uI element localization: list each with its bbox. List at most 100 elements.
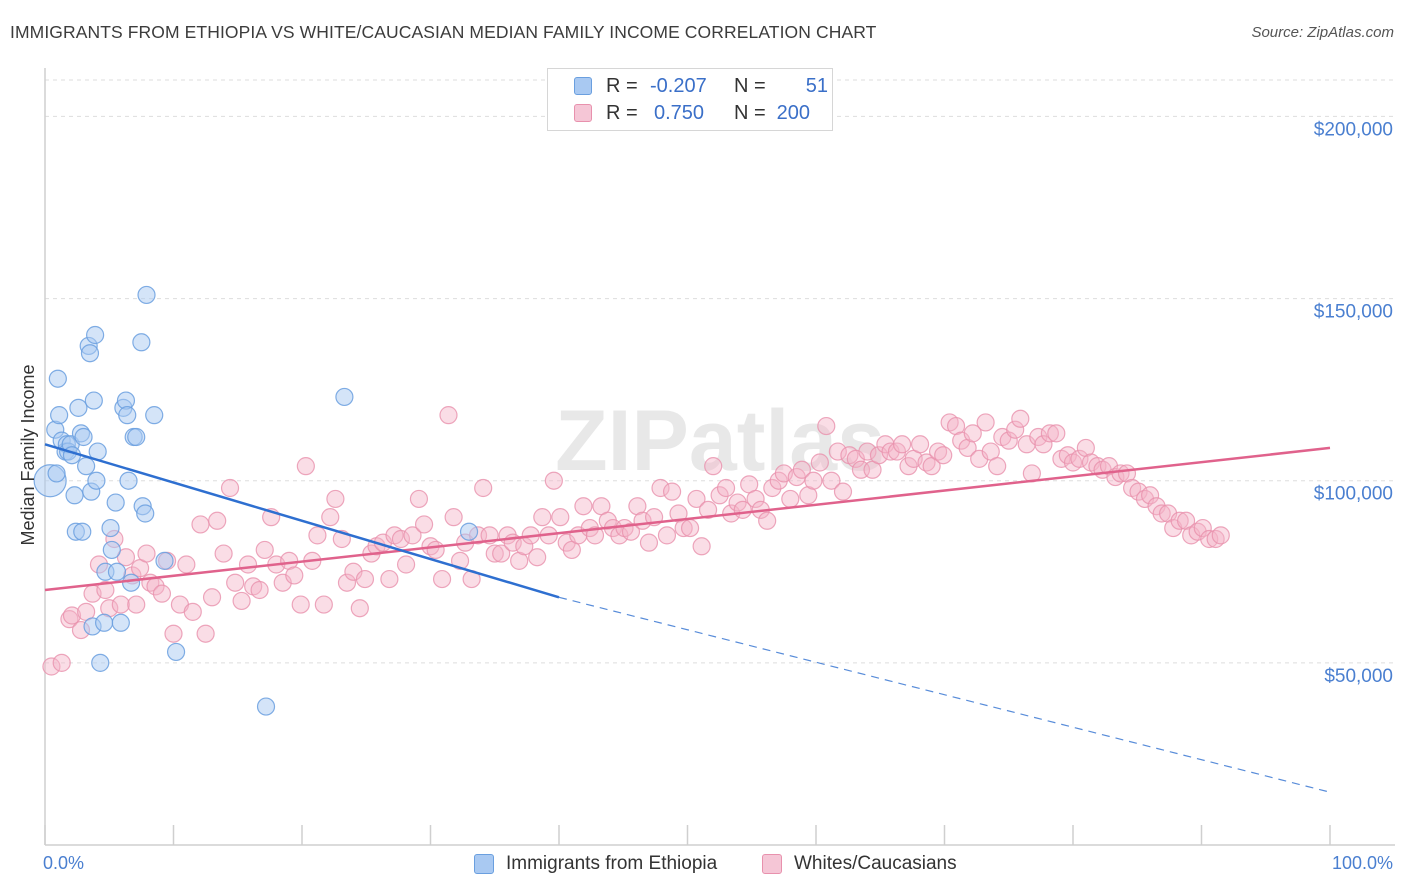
data-point-whites	[1034, 435, 1053, 454]
correlation-legend: R = -0.207 N = 51 R = 0.750 N = 200	[547, 68, 833, 131]
data-point-whites	[232, 591, 251, 611]
series-whites-points	[42, 406, 1230, 676]
data-point-whites	[763, 478, 782, 498]
y-tick-label: $150,000	[1314, 302, 1393, 323]
data-point-ethiopia	[137, 285, 156, 305]
chart-title: IMMIGRANTS FROM ETHIOPIA VS WHITE/CAUCAS…	[10, 22, 877, 42]
data-point-ethiopia	[256, 697, 276, 716]
trend-line-ethiopia	[44, 443, 560, 599]
data-point-whites	[183, 602, 202, 621]
data-point-whites	[970, 449, 989, 468]
data-point-whites	[250, 580, 269, 600]
legend-label-ethiopia: Immigrants from Ethiopia	[506, 853, 718, 874]
data-point-ethiopia	[127, 427, 146, 447]
data-point-whites	[255, 540, 274, 560]
legend-n-label: N =	[734, 101, 766, 124]
data-point-whites	[1040, 424, 1059, 443]
data-point-whites	[963, 424, 982, 443]
data-point-whites	[127, 595, 146, 614]
data-point-whites	[585, 526, 605, 545]
data-point-ethiopia	[119, 471, 138, 490]
data-point-whites	[432, 569, 452, 589]
legend-n-value: 200	[776, 101, 810, 124]
data-point-whites	[208, 511, 227, 530]
data-point-whites	[285, 566, 304, 585]
data-point-whites	[350, 599, 369, 618]
data-point-ethiopia	[155, 551, 174, 570]
data-point-ethiopia	[335, 387, 354, 407]
data-point-whites	[716, 478, 736, 498]
data-point-whites	[444, 508, 463, 527]
data-point-whites	[214, 544, 233, 563]
legend-r-value: -0.207	[650, 74, 707, 97]
data-point-whites	[881, 442, 900, 461]
data-point-whites	[152, 584, 172, 603]
data-point-whites	[321, 508, 340, 527]
data-point-whites	[355, 569, 375, 589]
data-point-whites	[439, 406, 458, 425]
data-point-whites	[533, 508, 552, 527]
data-point-ethiopia	[166, 642, 186, 662]
data-point-whites	[226, 573, 245, 592]
legend-swatch-whites	[574, 104, 592, 122]
data-point-ethiopia	[121, 573, 141, 592]
legend-row-whites: R = 0.750 N = 200	[574, 101, 810, 125]
data-point-whites	[1099, 457, 1119, 476]
y-tick-label: $50,000	[1324, 666, 1393, 687]
y-tick-labels: $50,000 $100,000 $150,000 $200,000	[1314, 119, 1393, 686]
data-point-whites	[687, 489, 706, 509]
data-point-ethiopia	[84, 391, 103, 410]
legend-item-whites: Whites/Caucasians	[762, 851, 957, 877]
data-point-whites	[1193, 518, 1212, 538]
data-point-whites	[1170, 511, 1189, 530]
data-point-whites	[202, 588, 222, 607]
legend-swatch-ethiopia	[574, 77, 592, 95]
gridlines	[45, 79, 1395, 664]
legend-r-label: R =	[606, 74, 638, 97]
data-point-ethiopia	[80, 344, 100, 363]
data-point-whites	[220, 478, 240, 498]
data-point-whites	[621, 522, 641, 541]
data-point-whites	[1211, 526, 1230, 545]
data-point-whites	[137, 544, 156, 563]
data-point-whites	[492, 544, 511, 563]
x-tick-label: 100.0%	[1332, 853, 1393, 873]
data-point-whites	[111, 595, 130, 614]
data-point-whites	[680, 518, 700, 538]
data-point-whites	[1070, 449, 1089, 468]
series-ethiopia-points	[33, 285, 479, 716]
data-point-whites	[164, 624, 183, 643]
trend-lines	[44, 443, 1331, 793]
data-point-ethiopia	[459, 522, 479, 541]
data-point-ethiopia	[107, 562, 127, 581]
data-point-whites	[308, 526, 327, 545]
legend-item-ethiopia: Immigrants from Ethiopia	[474, 851, 717, 877]
data-point-whites	[96, 580, 115, 600]
data-point-whites	[474, 478, 493, 498]
data-point-ethiopia	[111, 613, 130, 632]
data-point-whites	[758, 511, 777, 530]
data-point-ethiopia	[86, 325, 105, 345]
data-point-whites	[544, 471, 563, 490]
data-point-whites	[1011, 409, 1030, 428]
legend-swatch-ethiopia	[474, 854, 494, 874]
data-point-whites	[52, 653, 71, 672]
data-point-whites	[651, 478, 670, 498]
data-point-whites	[817, 416, 836, 436]
data-point-ethiopia	[77, 457, 96, 476]
data-point-ethiopia	[48, 369, 67, 388]
data-point-whites	[551, 508, 570, 527]
data-point-whites	[414, 515, 434, 534]
legend-n-label: N =	[734, 74, 766, 97]
data-point-whites	[326, 489, 345, 509]
legend-r-label: R =	[606, 101, 638, 124]
data-point-whites	[574, 497, 593, 516]
data-point-whites	[296, 457, 315, 476]
data-point-whites	[710, 486, 729, 505]
trend-line-ethiopia-extension	[558, 596, 1331, 793]
data-point-ethiopia	[101, 518, 120, 538]
data-point-whites	[391, 529, 411, 549]
data-point-whites	[828, 442, 847, 461]
data-point-whites	[196, 624, 215, 643]
data-point-whites	[704, 457, 723, 476]
